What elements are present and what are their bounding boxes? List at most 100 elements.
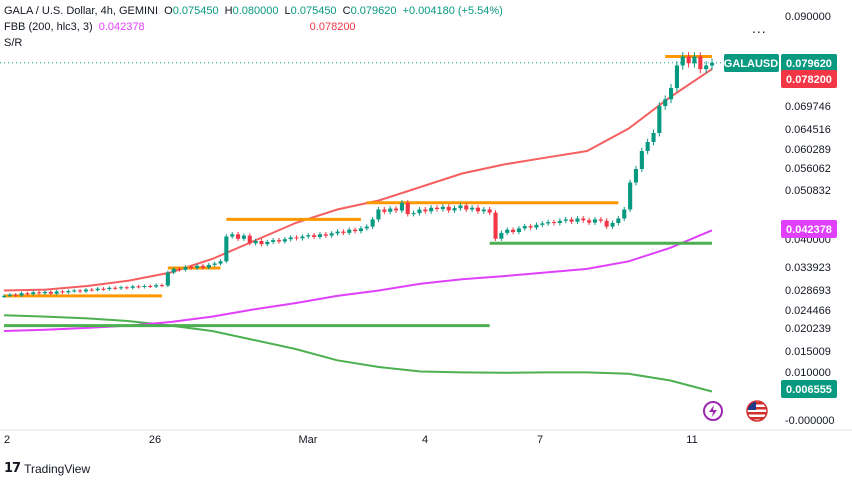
candle-body[interactable] (528, 226, 533, 228)
price-label-box[interactable] (781, 54, 837, 72)
candle-body[interactable] (282, 239, 287, 242)
candle-body[interactable] (388, 208, 393, 212)
candle-body[interactable] (358, 228, 363, 232)
candle-body[interactable] (306, 235, 311, 237)
candle-body[interactable] (13, 294, 18, 296)
candle-body[interactable] (95, 288, 100, 291)
candle-body[interactable] (511, 229, 516, 232)
candle-body[interactable] (323, 234, 328, 236)
candle-body[interactable] (639, 151, 644, 169)
candle-body[interactable] (557, 220, 562, 223)
candle-body[interactable] (411, 213, 416, 215)
candle-body[interactable] (435, 207, 440, 209)
candle-body[interactable] (552, 222, 557, 224)
candle-body[interactable] (218, 261, 223, 264)
lightning-icon[interactable] (703, 401, 723, 421)
candle-body[interactable] (37, 292, 42, 294)
candle-body[interactable] (493, 212, 498, 239)
candle-body[interactable] (101, 288, 106, 290)
candle-body[interactable] (353, 229, 358, 232)
candle-body[interactable] (160, 285, 165, 287)
candle-body[interactable] (563, 219, 568, 221)
candle-body[interactable] (154, 285, 159, 287)
candle-body[interactable] (663, 99, 668, 106)
candle-body[interactable] (645, 142, 650, 151)
candle-body[interactable] (674, 65, 679, 89)
candle-body[interactable] (540, 223, 545, 225)
candle-body[interactable] (516, 228, 521, 232)
price-label-box[interactable] (781, 220, 837, 238)
candle-body[interactable] (294, 237, 299, 239)
candle-body[interactable] (89, 289, 94, 291)
candle-body[interactable] (83, 289, 88, 292)
more-options-icon[interactable]: ... (752, 20, 767, 36)
candle-body[interactable] (136, 286, 141, 288)
candle-body[interactable] (300, 236, 305, 239)
candle-body[interactable] (680, 56, 685, 66)
price-label-box[interactable] (781, 380, 837, 398)
candle-body[interactable] (440, 206, 445, 210)
candle-body[interactable] (429, 207, 434, 212)
candle-body[interactable] (230, 234, 235, 237)
candle-body[interactable] (189, 267, 194, 269)
candle-body[interactable] (581, 218, 586, 221)
candle-body[interactable] (312, 235, 317, 237)
candle-body[interactable] (347, 229, 352, 233)
candle-body[interactable] (54, 291, 59, 294)
candle-body[interactable] (592, 219, 597, 223)
candle-body[interactable] (241, 235, 246, 239)
candle-body[interactable] (142, 286, 147, 287)
candle-body[interactable] (633, 169, 638, 183)
candle-body[interactable] (376, 209, 381, 220)
candle-body[interactable] (66, 291, 71, 293)
candle-body[interactable] (42, 291, 47, 294)
candle-body[interactable] (657, 106, 662, 133)
candle-body[interactable] (575, 218, 580, 222)
candle-body[interactable] (499, 232, 504, 239)
candle-body[interactable] (200, 265, 205, 268)
candle-body[interactable] (72, 290, 77, 292)
candle-body[interactable] (604, 220, 609, 227)
candle-body[interactable] (487, 209, 492, 213)
candle-body[interactable] (247, 235, 252, 244)
candle-body[interactable] (107, 287, 112, 290)
candle-body[interactable] (253, 241, 258, 244)
candle-body[interactable] (277, 240, 282, 242)
candle-body[interactable] (622, 209, 627, 219)
candle-body[interactable] (317, 234, 322, 237)
candle-body[interactable] (78, 290, 83, 292)
candle-body[interactable] (364, 226, 369, 229)
fbb-indicator-name[interactable]: FBB (200, hlc3, 3) (4, 21, 93, 33)
candle-body[interactable] (130, 286, 135, 288)
candle-body[interactable] (534, 224, 539, 228)
sr-indicator-name[interactable]: S/R (4, 37, 23, 49)
candle-body[interactable] (259, 241, 264, 245)
candle-body[interactable] (335, 231, 340, 234)
candle-body[interactable] (458, 205, 463, 209)
candle-body[interactable] (704, 65, 709, 70)
candle-body[interactable] (165, 272, 170, 286)
candle-body[interactable] (598, 219, 603, 221)
candle-body[interactable] (19, 293, 24, 296)
symbol-title[interactable]: GALA / U.S. Dollar, 4h, GEMINI (4, 5, 159, 17)
candle-body[interactable] (177, 268, 182, 270)
candle-body[interactable] (546, 222, 551, 224)
candle-body[interactable] (475, 207, 480, 212)
candle-body[interactable] (505, 229, 510, 233)
candle-body[interactable] (119, 287, 124, 289)
candle-body[interactable] (31, 292, 36, 295)
candle-body[interactable] (195, 265, 200, 269)
candle-body[interactable] (48, 291, 53, 294)
candle-body[interactable] (446, 206, 451, 211)
candle-body[interactable] (25, 293, 30, 295)
candle-body[interactable] (370, 219, 375, 227)
us-flag-icon[interactable] (746, 400, 768, 422)
candle-body[interactable] (113, 287, 118, 289)
candle-body[interactable] (464, 205, 469, 210)
candle-body[interactable] (405, 202, 410, 215)
symbol-price-tag[interactable] (724, 54, 779, 72)
candle-body[interactable] (686, 56, 691, 64)
candle-body[interactable] (423, 209, 428, 212)
candle-body[interactable] (341, 231, 346, 233)
